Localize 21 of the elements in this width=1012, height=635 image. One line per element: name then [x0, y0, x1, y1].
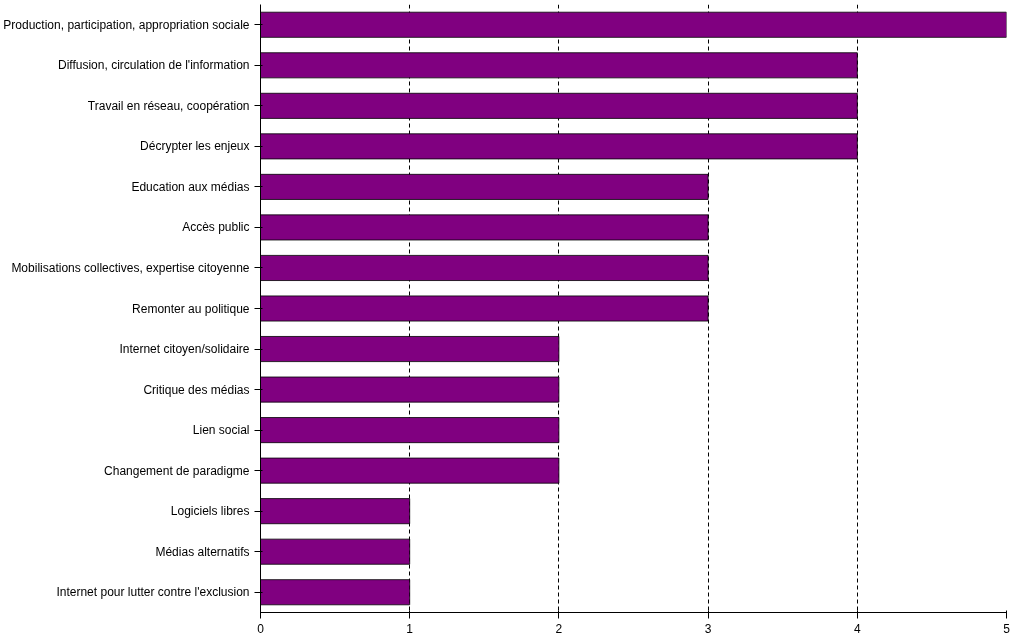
y-tick-label: Logiciels libres [170, 504, 250, 519]
x-tick-label: 3 [704, 621, 712, 635]
x-tick-label: 0 [257, 621, 265, 635]
x-tick-label: 2 [555, 621, 563, 635]
y-tick-label: Changement de paradigme [104, 463, 250, 478]
y-tick-label: Education aux médias [131, 179, 250, 194]
x-tick-label: 5 [1003, 621, 1011, 635]
y-tick-label: Lien social [192, 423, 250, 438]
y-tick-label: Mobilisations collectives, expertise citoyenne [11, 260, 250, 275]
y-tick-label: Critique des médias [143, 382, 250, 397]
y-tick-label: Travail en réseau, coopération [87, 98, 250, 113]
y-tick-label: Internet citoyen/solidaire [119, 342, 250, 357]
x-tick-label: 1 [406, 621, 414, 635]
y-tick-label: Accès public [182, 220, 250, 235]
x-tick-label: 4 [853, 621, 861, 635]
y-tick-label: Décrypter les enjeux [140, 139, 250, 154]
y-tick-label: Production, participation, appropriation sociale [3, 17, 250, 32]
y-tick-label: Médias alternatifs [155, 544, 250, 559]
y-tick-label: Remonter au politique [132, 301, 250, 316]
y-tick-label: Internet pour lutter contre l'exclusion [56, 585, 250, 600]
y-tick-label: Diffusion, circulation de l'information [58, 58, 250, 73]
